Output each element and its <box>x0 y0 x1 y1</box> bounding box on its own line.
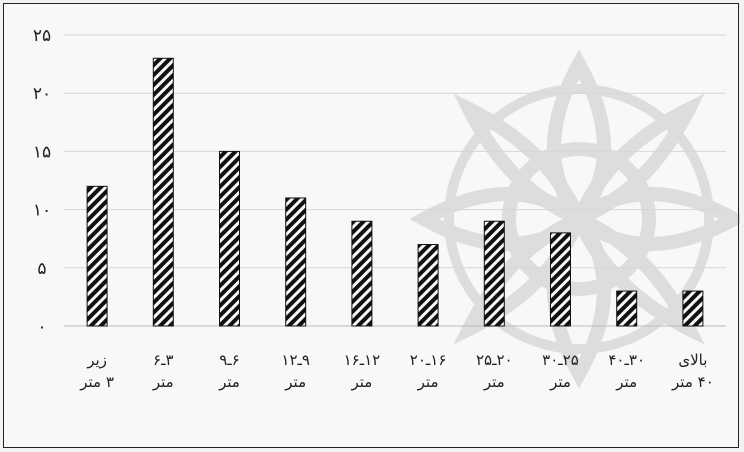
gridlines <box>64 34 726 327</box>
x-tick-label: بالای <box>678 351 707 369</box>
bar <box>152 57 174 327</box>
bar-chart: ۰ ۵ ۱۰ ۱۵ ۲۰ ۲۵ زیر ۳ متر ۳ـ۶ متر ۶ـ۹ متر ۹ـ۱۲ متر ۱۲… <box>33 26 740 391</box>
x-tick-label: زیر <box>86 351 107 369</box>
x-tick-label: متر <box>284 373 306 391</box>
x-tick-label: ۲۵ـ۳۰ <box>542 351 579 369</box>
x-tick-label: متر <box>549 373 571 391</box>
bar <box>682 290 704 327</box>
x-axis: زیر ۳ متر ۳ـ۶ متر ۶ـ۹ متر ۹ـ۱۲ متر ۱۲ـ۱۶ متر ۱۶ـ۲۰… <box>79 351 714 391</box>
x-tick-label: متر <box>152 373 174 391</box>
bars <box>86 57 704 327</box>
x-tick-label: متر <box>350 373 372 391</box>
y-tick-label: ۱۰ <box>33 201 51 221</box>
y-axis: ۰ ۵ ۱۰ ۱۵ ۲۰ ۲۵ <box>33 26 51 337</box>
x-tick-label: ۳ متر <box>79 373 114 391</box>
bar <box>417 244 439 327</box>
x-tick-label: ۱۲ـ۱۶ <box>344 351 381 369</box>
x-tick-label: متر <box>417 373 439 391</box>
y-tick-label: ۰ <box>37 317 46 337</box>
x-tick-label: ۶ـ۹ <box>219 351 240 369</box>
y-tick-label: ۱۵ <box>33 142 51 162</box>
y-tick-label: ۲۵ <box>33 26 51 46</box>
x-tick-label: ۲۰ـ۲۵ <box>476 351 513 369</box>
x-tick-label: متر <box>483 373 505 391</box>
bar <box>351 220 373 327</box>
bar <box>285 197 307 327</box>
x-tick-label: متر <box>218 373 240 391</box>
chart-frame: ۰ ۵ ۱۰ ۱۵ ۲۰ ۲۵ زیر ۳ متر ۳ـ۶ متر ۶ـ۹ متر ۹ـ۱۲ متر ۱۲… <box>3 3 740 448</box>
x-tick-label: ۴۰ متر <box>671 373 714 391</box>
y-tick-label: ۵ <box>37 259 46 279</box>
bar <box>616 290 638 327</box>
bar <box>219 150 240 327</box>
x-tick-label: ۹ـ۱۲ <box>281 351 310 369</box>
x-tick-label: ۳۰ـ۴۰ <box>608 351 645 369</box>
bar <box>550 232 571 327</box>
x-tick-label: متر <box>615 373 637 391</box>
bar <box>483 220 505 327</box>
y-tick-label: ۲۰ <box>33 84 51 104</box>
watermark-ornament-icon <box>409 49 740 389</box>
x-tick-label: ۳ـ۶ <box>153 351 174 369</box>
bar <box>86 185 108 327</box>
x-tick-label: ۱۶ـ۲۰ <box>410 351 447 369</box>
